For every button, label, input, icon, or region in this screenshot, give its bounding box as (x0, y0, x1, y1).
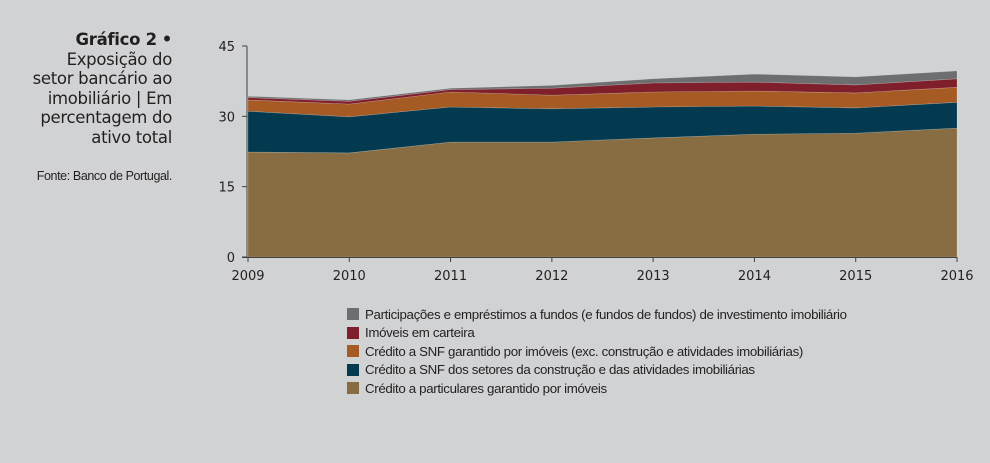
area-layers (247, 70, 958, 258)
x-tick-label: 2016 (940, 269, 973, 284)
x-tick-label: 2015 (839, 269, 872, 284)
legend-item: Participações e empréstimos a fundos (e … (347, 305, 847, 324)
legend-label: Participações e empréstimos a fundos (e … (365, 306, 847, 322)
y-tick-label: 15 (218, 181, 235, 196)
legend-swatch (347, 308, 359, 321)
bullet: • (161, 30, 173, 49)
title-line: imobiliário | Em (47, 88, 173, 108)
legend-item: Crédito a particulares garantido por imó… (347, 379, 847, 398)
y-tick-label: 0 (227, 251, 235, 266)
y-tick-label: 30 (218, 110, 235, 125)
title-line: setor bancário ao (32, 69, 173, 88)
legend-label: Crédito a SNF garantido por imóveis (exc… (365, 343, 803, 359)
stacked-area-chart: 0 15 30 45 2009 2010 2011 2012 2013 2014 2015 2016 (218, 40, 973, 284)
legend-label: Crédito a SNF dos setores da construção … (365, 362, 755, 378)
legend-swatch (347, 363, 359, 376)
x-tick-label: 2011 (434, 269, 467, 284)
x-tick-label: 2009 (231, 269, 264, 284)
legend-item: Imóveis em carteira (347, 324, 847, 343)
x-tick-label: 2014 (738, 269, 771, 284)
legend-swatch (347, 345, 359, 358)
legend-item: Crédito a SNF garantido por imóveis (exc… (347, 342, 847, 361)
legend-label: Crédito a particulares garantido por imó… (365, 380, 607, 396)
axes: 0 15 30 45 2009 2010 2011 2012 2013 2014 2015 2016 (218, 40, 973, 284)
title-line: Exposição do (66, 49, 173, 69)
area-series-4 (247, 70, 958, 102)
legend-swatch (347, 382, 359, 395)
legend-swatch (347, 326, 359, 339)
chart-label: Gráfico 2 (75, 30, 158, 49)
chart-title: Gráfico 2 • Exposição do setor bancário … (0, 30, 173, 147)
x-tick-label: 2013 (637, 269, 670, 284)
area-series-3 (247, 78, 958, 105)
x-tick-label: 2010 (333, 269, 366, 284)
x-tick-label: 2012 (535, 269, 568, 284)
title-line: percentagem do (40, 108, 172, 127)
legend-item: Crédito a SNF dos setores da construção … (347, 361, 847, 380)
chart-source: Fonte: Banco de Portugal. (36, 169, 173, 183)
title-line: ativo total (91, 127, 172, 147)
y-tick-label: 45 (218, 40, 235, 55)
legend-label: Imóveis em carteira (365, 325, 475, 341)
chart-legend: Participações e empréstimos a fundos (e … (347, 305, 847, 398)
chart-caption: Gráfico 2 • Exposição do setor bancário … (0, 30, 173, 183)
